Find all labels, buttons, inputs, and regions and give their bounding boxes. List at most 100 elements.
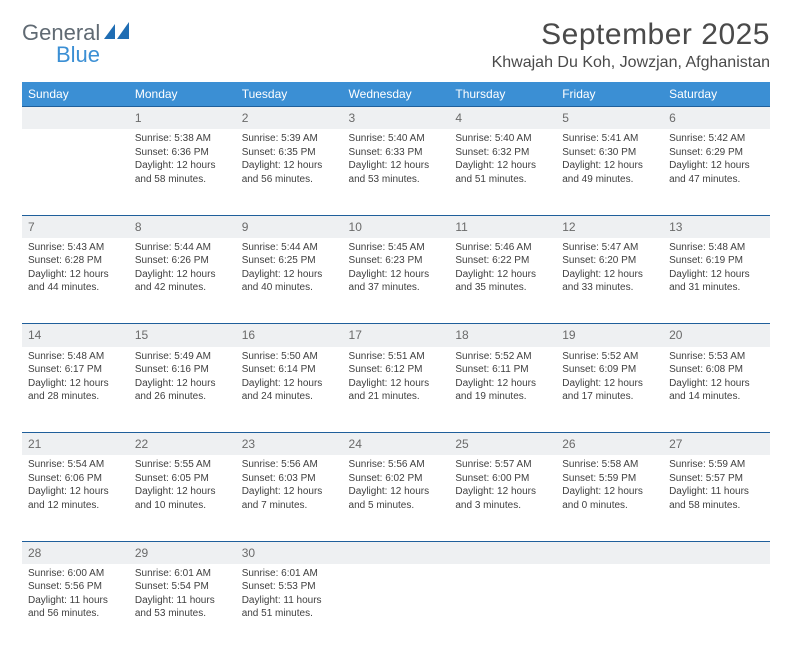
day-number-cell: 4 bbox=[449, 107, 556, 130]
day-info-line: and 37 minutes. bbox=[349, 281, 444, 295]
day-info-line: and 5 minutes. bbox=[349, 499, 444, 513]
day-info-line: and 31 minutes. bbox=[669, 281, 764, 295]
day-info-line: Daylight: 12 hours bbox=[242, 377, 337, 391]
day-info-line: Sunset: 6:00 PM bbox=[455, 472, 550, 486]
day-info-cell bbox=[22, 129, 129, 215]
weekday-header: Thursday bbox=[449, 82, 556, 107]
day-info-line: Daylight: 12 hours bbox=[562, 159, 657, 173]
day-info-line: Daylight: 12 hours bbox=[669, 268, 764, 282]
day-number-cell: 15 bbox=[129, 324, 236, 347]
day-info-row: Sunrise: 5:38 AMSunset: 6:36 PMDaylight:… bbox=[22, 129, 770, 215]
day-info-line: Sunset: 6:26 PM bbox=[135, 254, 230, 268]
day-info-cell: Sunrise: 5:51 AMSunset: 6:12 PMDaylight:… bbox=[343, 347, 450, 433]
header: General Blue September 2025 Khwajah Du K… bbox=[22, 18, 770, 72]
day-info-cell: Sunrise: 5:58 AMSunset: 5:59 PMDaylight:… bbox=[556, 455, 663, 541]
day-info-line: and 44 minutes. bbox=[28, 281, 123, 295]
day-info-line: Sunset: 6:33 PM bbox=[349, 146, 444, 160]
day-info-line: Daylight: 12 hours bbox=[455, 377, 550, 391]
day-number-cell: 24 bbox=[343, 433, 450, 456]
day-info-line: Sunset: 6:11 PM bbox=[455, 363, 550, 377]
day-info-line: Sunrise: 5:54 AM bbox=[28, 458, 123, 472]
day-info-cell: Sunrise: 5:46 AMSunset: 6:22 PMDaylight:… bbox=[449, 238, 556, 324]
day-info-line: and 49 minutes. bbox=[562, 173, 657, 187]
day-info-line: Daylight: 12 hours bbox=[562, 485, 657, 499]
day-info-line: Sunrise: 5:52 AM bbox=[562, 350, 657, 364]
day-info-line: Sunrise: 5:42 AM bbox=[669, 132, 764, 146]
location: Khwajah Du Koh, Jowzjan, Afghanistan bbox=[492, 54, 770, 72]
day-info-line: Sunrise: 5:40 AM bbox=[455, 132, 550, 146]
day-number-cell: 21 bbox=[22, 433, 129, 456]
day-number-cell bbox=[343, 541, 450, 564]
day-info-cell: Sunrise: 5:59 AMSunset: 5:57 PMDaylight:… bbox=[663, 455, 770, 541]
weekday-header: Friday bbox=[556, 82, 663, 107]
day-info-cell: Sunrise: 5:47 AMSunset: 6:20 PMDaylight:… bbox=[556, 238, 663, 324]
day-info-line: Sunset: 6:35 PM bbox=[242, 146, 337, 160]
day-info-line: Daylight: 12 hours bbox=[28, 268, 123, 282]
logo-text-general: General bbox=[22, 22, 100, 44]
day-number-cell bbox=[22, 107, 129, 130]
day-info-line: Sunrise: 5:59 AM bbox=[669, 458, 764, 472]
day-info-line: Daylight: 12 hours bbox=[242, 485, 337, 499]
day-info-line: and 0 minutes. bbox=[562, 499, 657, 513]
day-info-cell: Sunrise: 5:45 AMSunset: 6:23 PMDaylight:… bbox=[343, 238, 450, 324]
day-info-line: Sunset: 6:36 PM bbox=[135, 146, 230, 160]
day-info-line: Daylight: 12 hours bbox=[135, 268, 230, 282]
day-info-line: Daylight: 12 hours bbox=[455, 485, 550, 499]
day-info-line: Sunrise: 6:01 AM bbox=[242, 567, 337, 581]
day-info-line: Sunset: 6:23 PM bbox=[349, 254, 444, 268]
day-info-line: and 56 minutes. bbox=[242, 173, 337, 187]
day-info-line: Sunrise: 6:00 AM bbox=[28, 567, 123, 581]
day-info-line: Daylight: 12 hours bbox=[669, 377, 764, 391]
day-info-line: and 58 minutes. bbox=[135, 173, 230, 187]
day-info-line: Sunset: 6:03 PM bbox=[242, 472, 337, 486]
day-info-row: Sunrise: 5:43 AMSunset: 6:28 PMDaylight:… bbox=[22, 238, 770, 324]
day-info-line: Sunrise: 5:53 AM bbox=[669, 350, 764, 364]
day-info-cell: Sunrise: 5:52 AMSunset: 6:11 PMDaylight:… bbox=[449, 347, 556, 433]
day-info-line: Sunrise: 5:56 AM bbox=[242, 458, 337, 472]
day-info-cell: Sunrise: 5:48 AMSunset: 6:17 PMDaylight:… bbox=[22, 347, 129, 433]
weekday-header-row: Sunday Monday Tuesday Wednesday Thursday… bbox=[22, 82, 770, 107]
day-number-cell: 7 bbox=[22, 215, 129, 238]
day-number-cell: 12 bbox=[556, 215, 663, 238]
day-number-cell: 29 bbox=[129, 541, 236, 564]
day-number-cell: 1 bbox=[129, 107, 236, 130]
weekday-header: Wednesday bbox=[343, 82, 450, 107]
day-info-cell: Sunrise: 5:50 AMSunset: 6:14 PMDaylight:… bbox=[236, 347, 343, 433]
day-info-line: Daylight: 11 hours bbox=[28, 594, 123, 608]
day-info-line: Daylight: 12 hours bbox=[562, 268, 657, 282]
day-number-cell: 22 bbox=[129, 433, 236, 456]
day-info-line: Sunrise: 5:48 AM bbox=[669, 241, 764, 255]
day-number-cell: 28 bbox=[22, 541, 129, 564]
logo: General Blue bbox=[22, 18, 130, 66]
day-info-line: Daylight: 12 hours bbox=[455, 159, 550, 173]
day-info-cell: Sunrise: 6:01 AMSunset: 5:54 PMDaylight:… bbox=[129, 564, 236, 650]
day-number-cell bbox=[556, 541, 663, 564]
day-info-line: and 19 minutes. bbox=[455, 390, 550, 404]
day-info-line: and 3 minutes. bbox=[455, 499, 550, 513]
day-info-cell: Sunrise: 5:53 AMSunset: 6:08 PMDaylight:… bbox=[663, 347, 770, 433]
day-info-line: and 12 minutes. bbox=[28, 499, 123, 513]
day-number-cell bbox=[663, 541, 770, 564]
day-info-line: Daylight: 12 hours bbox=[669, 159, 764, 173]
day-info-line: Sunset: 6:06 PM bbox=[28, 472, 123, 486]
day-info-line: Sunrise: 5:58 AM bbox=[562, 458, 657, 472]
day-number-cell: 5 bbox=[556, 107, 663, 130]
day-info-line: and 24 minutes. bbox=[242, 390, 337, 404]
day-info-line: and 40 minutes. bbox=[242, 281, 337, 295]
day-info-cell: Sunrise: 6:00 AMSunset: 5:56 PMDaylight:… bbox=[22, 564, 129, 650]
day-info-line: Sunset: 6:32 PM bbox=[455, 146, 550, 160]
day-number-cell: 18 bbox=[449, 324, 556, 347]
day-info-line: and 21 minutes. bbox=[349, 390, 444, 404]
day-info-line: Daylight: 12 hours bbox=[349, 159, 444, 173]
day-info-line: Sunset: 6:29 PM bbox=[669, 146, 764, 160]
day-info-line: Sunrise: 5:48 AM bbox=[28, 350, 123, 364]
day-info-line: and 56 minutes. bbox=[28, 607, 123, 621]
day-info-cell bbox=[343, 564, 450, 650]
day-info-line: and 53 minutes. bbox=[349, 173, 444, 187]
day-info-line: Sunset: 6:30 PM bbox=[562, 146, 657, 160]
day-info-row: Sunrise: 5:54 AMSunset: 6:06 PM Daylight:… bbox=[22, 455, 770, 541]
day-number-cell: 19 bbox=[556, 324, 663, 347]
logo-sail-icon bbox=[104, 22, 130, 44]
day-info-line: and 58 minutes. bbox=[669, 499, 764, 513]
day-info-line: and 42 minutes. bbox=[135, 281, 230, 295]
